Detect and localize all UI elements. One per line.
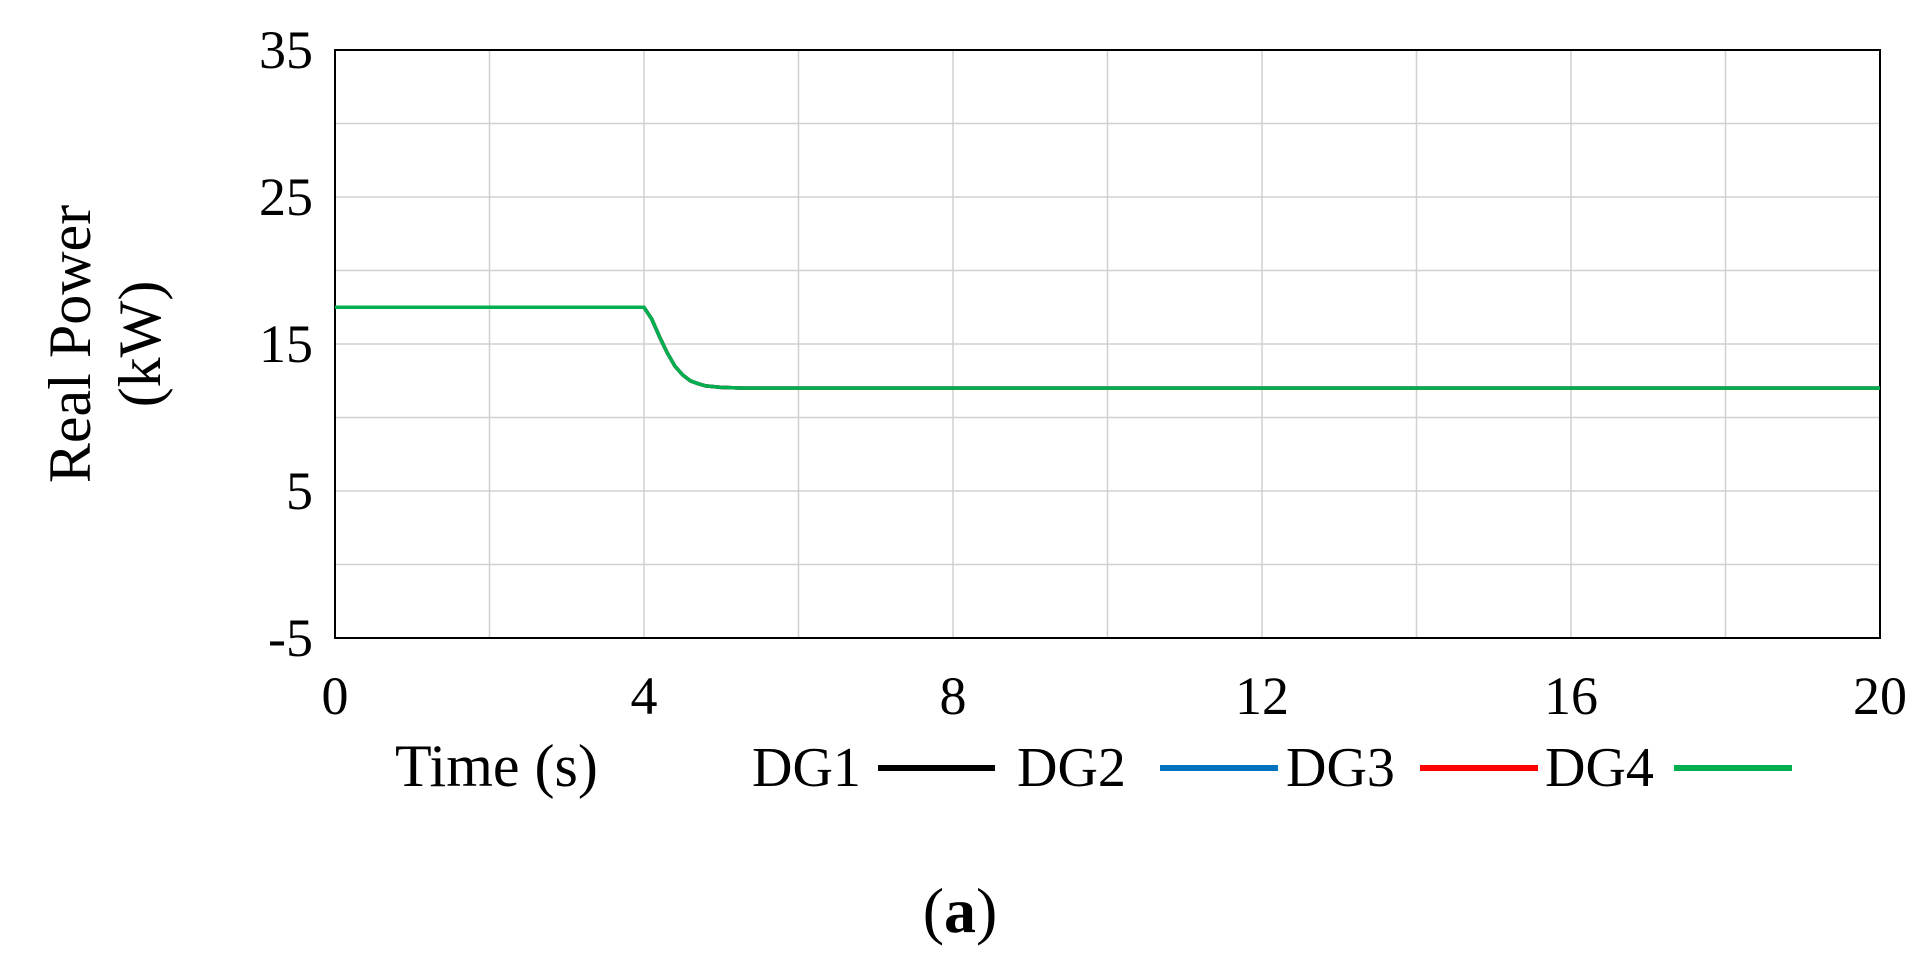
- x-tick-labels: 0 4 8 12 16 20: [322, 666, 1908, 726]
- y-tick-label: -5: [268, 608, 313, 668]
- series-lines: [335, 305, 1880, 390]
- x-tick-label: 20: [1853, 666, 1907, 726]
- plot-area-frame: [334, 49, 1881, 639]
- x-tick-label: 8: [940, 666, 967, 726]
- caption-close-paren: ): [976, 875, 997, 946]
- x-tick-label: 4: [631, 666, 658, 726]
- figure-caption: (a): [923, 875, 998, 946]
- y-tick-label: 35: [259, 20, 313, 80]
- legend: DG1 DG2 DG3 DG4: [752, 737, 1792, 799]
- caption-letter: a: [944, 875, 976, 946]
- x-tick-label: 0: [322, 666, 349, 726]
- x-tick-label: 16: [1544, 666, 1598, 726]
- x-axis-title: Time (s): [395, 733, 598, 799]
- x-tick-label: 12: [1235, 666, 1289, 726]
- legend-label-dg1: DG1: [752, 737, 861, 799]
- y-tick-label: 25: [259, 167, 313, 227]
- legend-label-dg2: DG2: [1017, 737, 1126, 799]
- caption-open-paren: (: [923, 875, 944, 946]
- y-tick-labels: -5 5 15 25 35: [259, 20, 313, 668]
- y-axis-title-line1: Real Power: [37, 205, 103, 483]
- y-axis-title-line2: (kW): [107, 281, 173, 408]
- grid-lines: [335, 50, 1880, 638]
- legend-label-dg3: DG3: [1286, 737, 1395, 799]
- legend-label-dg4: DG4: [1545, 737, 1654, 799]
- y-tick-label: 5: [286, 461, 313, 521]
- series-line-dg4: [335, 305, 1880, 390]
- y-tick-label: 15: [259, 314, 313, 374]
